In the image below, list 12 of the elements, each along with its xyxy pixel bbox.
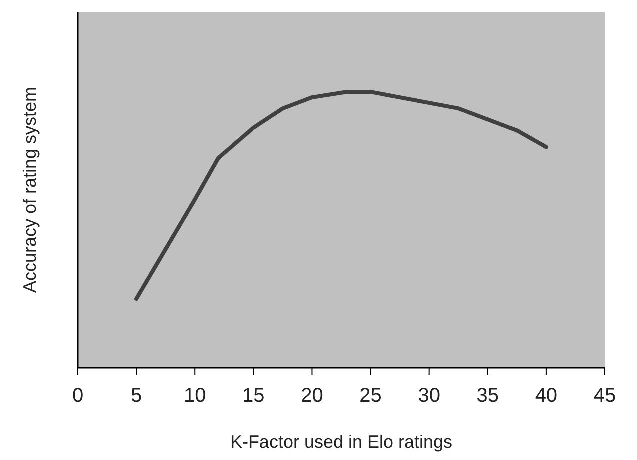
x-tick-label: 5 — [130, 385, 142, 407]
x-tick-label: 40 — [535, 385, 558, 407]
x-tick-label: 25 — [360, 385, 382, 407]
x-tick-label: 20 — [301, 385, 324, 407]
x-tick-label: 10 — [184, 385, 206, 407]
x-tick-label: 45 — [594, 385, 616, 407]
x-tick-label: 0 — [72, 385, 84, 407]
x-axis-title: K-Factor used in Elo ratings — [230, 432, 453, 452]
x-tick-label: 35 — [476, 385, 500, 407]
x-tick-label: 15 — [242, 385, 265, 407]
x-tick-label: 30 — [418, 385, 440, 407]
y-axis-title: Accuracy of rating system — [20, 86, 40, 294]
